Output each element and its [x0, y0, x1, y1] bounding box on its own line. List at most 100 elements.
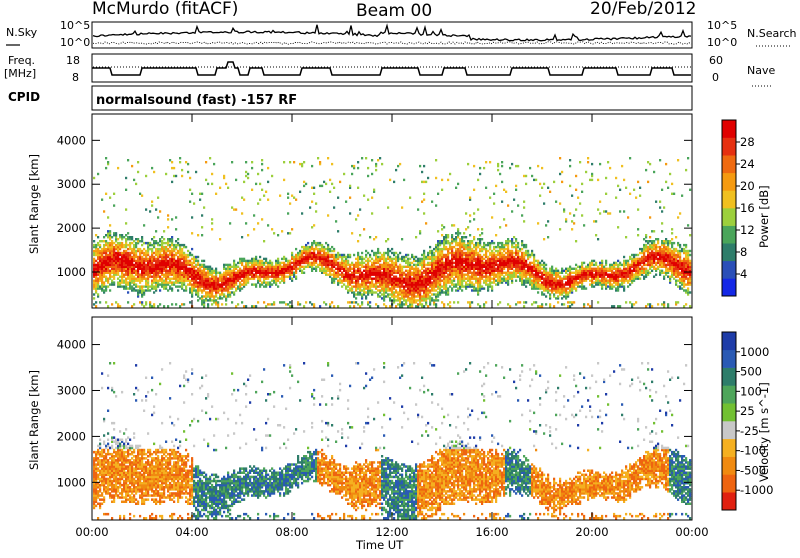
power-cell	[99, 250, 101, 252]
power-cell	[235, 305, 237, 307]
power-cell	[327, 157, 329, 159]
power-cell	[115, 252, 117, 254]
power-cell	[93, 280, 95, 282]
power-cell	[261, 218, 263, 220]
power-cell	[187, 260, 189, 262]
power-cell	[133, 303, 135, 305]
power-cell	[435, 177, 437, 179]
power-cell	[173, 167, 175, 169]
power-cell	[531, 280, 533, 282]
power-cell	[373, 252, 375, 254]
power-cell	[189, 252, 191, 254]
power-cell	[145, 264, 147, 266]
power-cell	[523, 244, 525, 246]
power-cell	[353, 291, 355, 293]
power-cell	[359, 208, 361, 210]
power-cell	[185, 161, 187, 163]
power-cell	[241, 236, 243, 238]
power-cell	[429, 262, 431, 264]
power-cell	[337, 197, 339, 199]
power-cell	[203, 299, 205, 301]
power-cell	[369, 305, 371, 307]
noise-left-tick-bottom: 10^0	[60, 36, 90, 49]
power-cell	[231, 266, 233, 268]
power-cell	[427, 268, 429, 270]
power-cell	[381, 293, 383, 295]
power-cell	[227, 278, 229, 280]
power-cell	[149, 289, 151, 291]
power-cell	[401, 206, 403, 208]
power-cell	[277, 285, 279, 287]
power-cell	[431, 297, 433, 299]
power-cell	[287, 197, 289, 199]
power-cell	[161, 278, 163, 280]
power-cell	[329, 254, 331, 256]
power-cell	[351, 272, 353, 274]
power-cell	[533, 254, 535, 256]
power-cell	[447, 274, 449, 276]
power-cell	[357, 240, 359, 242]
frequency-panel: Freq. [MHz] 18 8 60 0 Nave	[4, 54, 775, 86]
power-cell	[365, 291, 367, 293]
power-cell	[511, 210, 513, 212]
power-cell	[515, 258, 517, 260]
power-cell	[351, 301, 353, 303]
power-cell	[373, 238, 375, 240]
power-cell	[173, 254, 175, 256]
power-cell	[367, 167, 369, 169]
power-cell	[371, 258, 373, 260]
power-cell	[97, 236, 99, 238]
power-cell	[467, 163, 469, 165]
power-cell	[351, 285, 353, 287]
freq-tick-bottom: 8	[72, 71, 79, 84]
power-cell	[435, 293, 437, 295]
power-cell	[211, 222, 213, 224]
power-cell	[143, 258, 145, 260]
power-cell	[441, 179, 443, 181]
power-cell	[531, 303, 533, 305]
power-cell	[323, 181, 325, 183]
power-cell	[497, 163, 499, 165]
power-cell	[459, 232, 461, 234]
power-cell	[287, 193, 289, 195]
power-cell	[197, 299, 199, 301]
power-cell	[311, 226, 313, 228]
power-cell	[255, 305, 257, 307]
power-cell	[549, 268, 551, 270]
power-cell	[589, 283, 591, 285]
power-cell	[483, 280, 485, 282]
power-cell	[107, 230, 109, 232]
power-cell	[249, 266, 251, 268]
power-cell	[331, 163, 333, 165]
power-cell	[561, 171, 563, 173]
power-cell	[349, 305, 351, 307]
power-cell	[475, 287, 477, 289]
power-cell	[449, 252, 451, 254]
power-cell	[543, 238, 545, 240]
power-cell	[441, 240, 443, 242]
power-cell	[199, 297, 201, 299]
power-cell	[153, 256, 155, 258]
power-cell	[579, 202, 581, 204]
power-cell	[173, 175, 175, 177]
power-cell	[569, 305, 571, 307]
power-cell	[141, 256, 143, 258]
power-cell	[377, 285, 379, 287]
power-cell	[285, 303, 287, 305]
power-cell	[281, 262, 283, 264]
power-cell	[259, 183, 261, 185]
power-cell	[103, 236, 105, 238]
power-cell	[419, 258, 421, 260]
power-cell	[421, 181, 423, 183]
power-cell	[105, 276, 107, 278]
power-cell	[349, 185, 351, 187]
power-cell	[389, 287, 391, 289]
power-cell	[167, 289, 169, 291]
power-cell	[195, 256, 197, 258]
power-cell	[153, 303, 155, 305]
power-cell	[305, 266, 307, 268]
power-cell	[363, 262, 365, 264]
power-cell	[537, 291, 539, 293]
power-cell	[421, 303, 423, 305]
power-cell	[513, 256, 515, 258]
